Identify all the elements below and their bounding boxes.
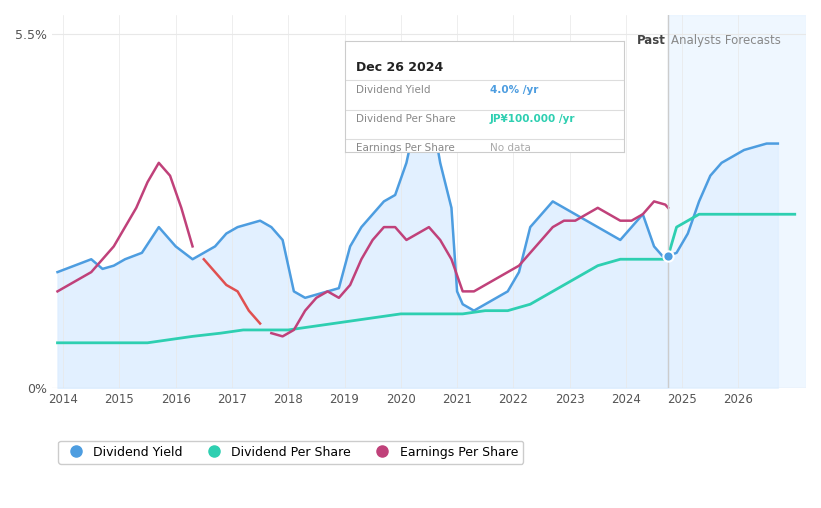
Text: Dec 26 2024: Dec 26 2024 bbox=[356, 61, 443, 74]
Point bbox=[662, 252, 675, 260]
Text: Past: Past bbox=[636, 34, 665, 47]
Text: 4.0% /yr: 4.0% /yr bbox=[490, 85, 539, 96]
Bar bbox=[668, 15, 806, 388]
Text: Analysts Forecasts: Analysts Forecasts bbox=[671, 34, 781, 47]
Text: No data: No data bbox=[490, 143, 531, 153]
Text: Dividend Yield: Dividend Yield bbox=[356, 85, 430, 96]
Text: JP¥100.000 /yr: JP¥100.000 /yr bbox=[490, 114, 576, 124]
Legend: Dividend Yield, Dividend Per Share, Earnings Per Share: Dividend Yield, Dividend Per Share, Earn… bbox=[58, 440, 523, 464]
Text: Earnings Per Share: Earnings Per Share bbox=[356, 143, 455, 153]
Text: Dividend Per Share: Dividend Per Share bbox=[356, 114, 456, 124]
